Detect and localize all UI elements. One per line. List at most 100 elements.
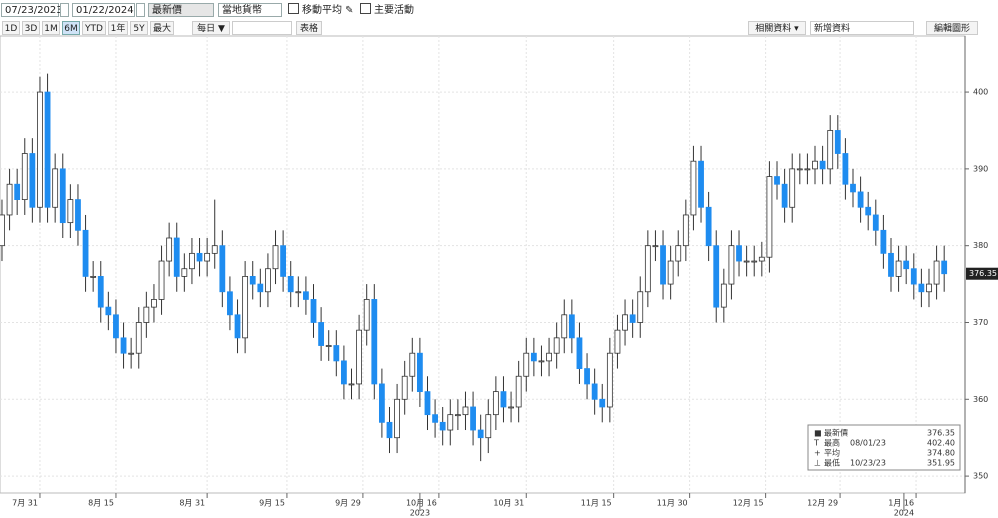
x-tick-label: 8月 15 [88, 499, 114, 508]
candle-body [158, 260, 165, 300]
candle-body [622, 314, 628, 331]
candle-body [508, 406, 514, 409]
candle-body [181, 268, 188, 277]
legend-value: 376.35 [927, 429, 955, 438]
candle-body [470, 406, 476, 431]
candle-body [52, 168, 59, 208]
candle-body [910, 268, 917, 285]
candle-body [204, 252, 211, 262]
candle-body [219, 245, 226, 293]
candle-body [151, 299, 157, 308]
legend-value: 402.40 [927, 439, 955, 448]
candle-body [341, 360, 347, 385]
start-date[interactable]: 07/23/2023 [1, 3, 63, 17]
candle-body [834, 130, 841, 154]
x-tick-label: 11月 15 [581, 499, 612, 508]
candle-body [652, 245, 659, 248]
candle-body [0, 214, 5, 247]
candle-body [447, 414, 454, 431]
candle-body [941, 260, 948, 275]
range-button[interactable]: 1D [2, 21, 20, 35]
year-label: 2023 [410, 509, 430, 518]
candle-body [584, 368, 590, 385]
add-data[interactable]: 新增資料 [810, 21, 914, 35]
candle-body [796, 168, 803, 171]
candle-body [880, 229, 887, 254]
candle-body [166, 237, 173, 262]
candle-body [424, 391, 431, 416]
last-price-tag: 376.35 [966, 267, 998, 280]
y-tick-label: 360 [973, 395, 988, 404]
x-tick-label: 7月 31 [12, 499, 38, 508]
candle-body [105, 306, 112, 316]
legend-label: 最低 [824, 458, 840, 468]
table-button[interactable]: 表格 [296, 21, 322, 35]
dropdown[interactable] [232, 21, 292, 35]
candle-body [59, 168, 66, 224]
currency-select[interactable]: 當地貨幣 [218, 3, 282, 17]
candle-body [227, 291, 233, 316]
candle-body [234, 314, 241, 339]
range-button[interactable]: 3D [22, 21, 40, 35]
end-date[interactable]: 01/22/2024 [72, 3, 135, 17]
candle-body [90, 276, 97, 278]
candle-body [743, 260, 750, 263]
candle-body [827, 130, 834, 170]
range-button[interactable]: 最大 [150, 21, 174, 35]
candle-body [287, 276, 294, 293]
candle-body [576, 337, 583, 369]
candle-body [6, 183, 13, 216]
candle-body [933, 260, 940, 285]
candle-body [325, 345, 332, 347]
candle-body [857, 191, 864, 208]
candle-body [903, 260, 910, 270]
legend-symbol: + [814, 449, 821, 458]
y-tick-label: 380 [973, 241, 988, 250]
candle-body [766, 176, 773, 258]
candle-body [249, 276, 256, 285]
candle-body [812, 160, 818, 170]
x-tick-label: 9月 15 [259, 499, 285, 508]
candle-body [561, 314, 568, 339]
candle-body [378, 383, 385, 423]
plot-frame [0, 35, 966, 494]
edit-chart-button[interactable]: 編輯圖形 [926, 21, 978, 35]
range-button[interactable]: 5Y [130, 21, 148, 35]
candle-body [720, 283, 727, 308]
candle-body [515, 375, 522, 408]
y-tick-label: 370 [973, 318, 988, 327]
range-button[interactable]: YTD [82, 21, 106, 35]
candle-body [295, 291, 302, 294]
calendar-icon[interactable] [136, 3, 145, 17]
range-button[interactable]: 1M [42, 21, 60, 35]
candle-body [705, 206, 712, 247]
candle-body [135, 322, 142, 354]
key-events[interactable]: 主要活動 [360, 3, 414, 18]
candle-body [394, 398, 400, 439]
candle-body [416, 352, 423, 393]
candle-body [546, 352, 552, 362]
candle-body [614, 329, 621, 354]
candle-body [439, 421, 446, 431]
candle-body [728, 245, 735, 285]
field-select[interactable]: 最新價 [148, 3, 214, 17]
candle-body [113, 314, 119, 339]
candle-body [530, 352, 537, 362]
frequency-select[interactable]: 每日 ▼ [192, 21, 230, 35]
x-tick-label: 9月 29 [335, 499, 361, 508]
candle-body [774, 176, 780, 185]
range-button[interactable]: 1年 [108, 21, 128, 35]
candle-body [500, 391, 507, 408]
candle-body [781, 183, 788, 208]
candle-body [128, 352, 135, 355]
range-button[interactable]: 6M [62, 21, 80, 35]
candle-body [675, 245, 682, 262]
related-button[interactable]: 相關資料 ▾ [748, 21, 806, 35]
candle-body [401, 375, 408, 400]
x-tick-label: 1月 16 [888, 499, 914, 508]
x-tick-label: 12月 15 [733, 499, 764, 508]
moving-average[interactable]: 移動平均 ✎ [288, 3, 354, 18]
calendar-icon[interactable] [60, 3, 69, 17]
